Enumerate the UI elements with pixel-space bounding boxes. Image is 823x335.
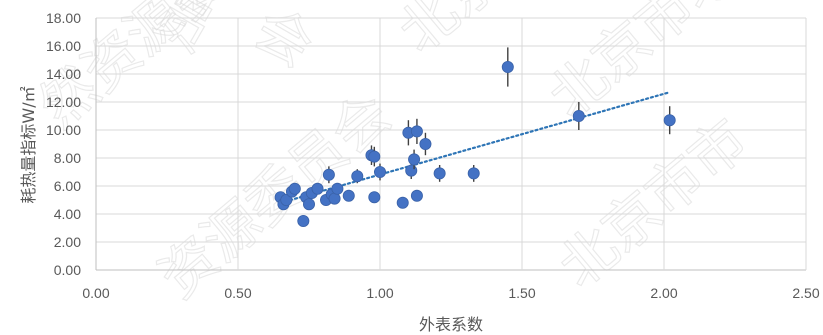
data-point	[368, 146, 381, 167]
data-point	[288, 182, 301, 195]
data-point	[328, 192, 341, 205]
point-marker	[663, 114, 676, 127]
point-marker	[410, 189, 423, 202]
y-tick-label: 6.00	[54, 178, 81, 194]
point-marker	[302, 198, 315, 211]
data-point	[663, 106, 676, 135]
data-points	[274, 47, 676, 227]
point-marker	[368, 150, 381, 163]
data-point	[297, 214, 310, 227]
y-tick-label: 10.00	[46, 122, 81, 138]
y-tick-label: 4.00	[54, 206, 81, 222]
data-point	[572, 102, 585, 130]
data-point	[373, 163, 386, 181]
gridlines	[95, 17, 807, 271]
y-tick-label: 2.00	[54, 234, 81, 250]
watermark-text: 北京市市	[547, 107, 760, 301]
tick-labels: 0.00 2.00 4.00 6.00 8.00 10.00 12.00 14.00 16.00…	[46, 10, 820, 301]
point-marker	[572, 110, 585, 123]
watermark-layer: 员会北京市然资源委北京市场监督资源委员会北京市市	[27, 0, 823, 311]
x-tick-label: 2.00	[650, 285, 677, 301]
data-point	[501, 47, 514, 87]
x-tick-label: 0.50	[224, 285, 251, 301]
y-tick-label: 18.00	[46, 10, 81, 26]
x-tick-label: 2.50	[792, 285, 819, 301]
x-tick-label: 1.00	[366, 285, 393, 301]
data-point	[342, 189, 355, 202]
point-marker	[419, 137, 432, 150]
x-axis-title: 外表系数	[419, 315, 483, 334]
y-axis-title: 耗热量指标W/㎡	[19, 86, 38, 203]
point-marker	[501, 61, 514, 74]
trendline	[279, 91, 671, 204]
data-point	[396, 196, 409, 209]
y-tick-label: 0.00	[54, 262, 81, 278]
data-point	[433, 165, 446, 182]
linear-trendline	[279, 91, 671, 204]
point-marker	[351, 170, 364, 183]
point-marker	[280, 193, 293, 206]
data-point	[311, 182, 324, 195]
point-marker	[405, 164, 418, 177]
data-point	[419, 132, 432, 156]
data-point	[467, 165, 480, 182]
point-marker	[408, 153, 421, 166]
y-tick-label: 12.00	[46, 94, 81, 110]
point-marker	[342, 189, 355, 202]
point-marker	[433, 167, 446, 180]
point-marker	[368, 191, 381, 204]
data-point	[408, 149, 421, 170]
point-marker	[396, 196, 409, 209]
point-marker	[297, 214, 310, 227]
data-point	[410, 118, 423, 144]
data-point	[302, 198, 315, 211]
point-marker	[288, 182, 301, 195]
watermark-text: 会	[243, 0, 324, 80]
x-tick-label: 1.50	[508, 285, 535, 301]
point-marker	[373, 165, 386, 178]
y-tick-label: 8.00	[54, 150, 81, 166]
point-marker	[410, 125, 423, 138]
data-point	[331, 182, 344, 195]
point-marker	[322, 168, 335, 181]
data-point	[410, 189, 423, 202]
data-point	[351, 169, 364, 184]
point-marker	[331, 182, 344, 195]
data-point	[280, 193, 293, 206]
y-tick-label: 16.00	[46, 38, 81, 54]
watermark-text: 北京市	[387, 0, 557, 66]
point-marker	[467, 167, 480, 180]
data-point	[368, 191, 381, 204]
y-tick-label: 14.00	[46, 66, 81, 82]
data-point	[322, 166, 335, 184]
point-marker	[311, 182, 324, 195]
x-tick-label: 0.00	[82, 285, 109, 301]
